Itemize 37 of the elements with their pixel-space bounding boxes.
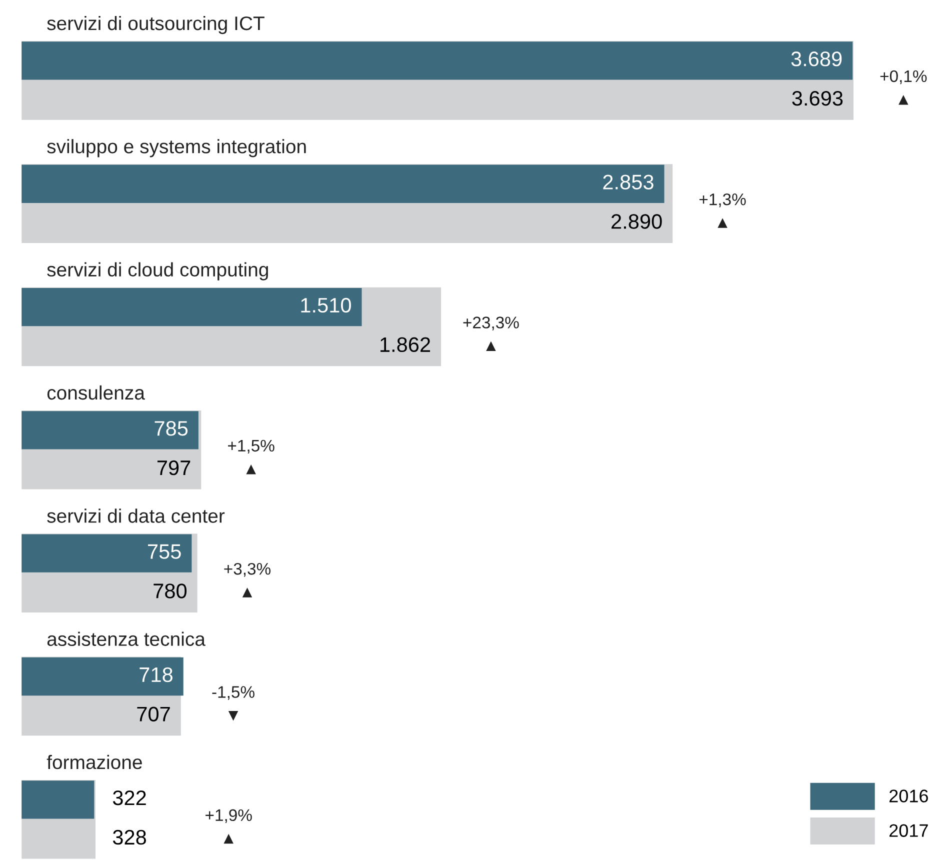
y-tick-label: formazione [46,754,142,770]
annotation: -1,5% ▼ [212,686,254,721]
bar [22,42,853,80]
data-label: 785 [154,421,188,436]
data-label: 707 [137,706,170,722]
data-label: 780 [154,584,187,598]
data-label: 1.862 [380,337,430,352]
bar [22,411,198,450]
annotation: +1,9% ▲ [206,809,252,844]
legend-label: 2017 [889,824,928,837]
bar [22,657,184,696]
data-label: 3.693 [792,90,843,106]
data-label: 328 [112,830,146,845]
bar [22,534,192,572]
data-label: 718 [140,667,172,682]
bar [22,288,362,326]
bar [22,164,664,203]
data-label: 322 [112,790,146,806]
legend-label: 2016 [889,790,928,802]
text: +0,1% ▲ [880,70,927,105]
data-label: 2.890 [612,214,662,229]
bar [22,780,94,819]
y-tick-label: consulenza [47,385,145,400]
data-label: 797 [157,460,190,476]
annotation: +1,3% ▲ [699,193,746,228]
annotation: +23,3% ▲ [463,316,519,352]
y-tick-label: servizi di outsourcing ICT [47,16,264,34]
data-label: 2.853 [603,174,654,190]
data-label: 3.689 [791,52,842,66]
y-tick-label: servizi di cloud computing [47,262,268,280]
annotation: +3,3% ▲ [224,562,271,598]
data-label: 755 [148,544,181,559]
annotation: +1,5% ▲ [228,440,274,474]
y-tick-label: assistenza tecnica [47,632,206,646]
data-label: 1.510 [301,298,351,313]
y-tick-label: servizi di data center [47,508,225,523]
y-tick-label: sviluppo e systems integration [47,139,306,158]
